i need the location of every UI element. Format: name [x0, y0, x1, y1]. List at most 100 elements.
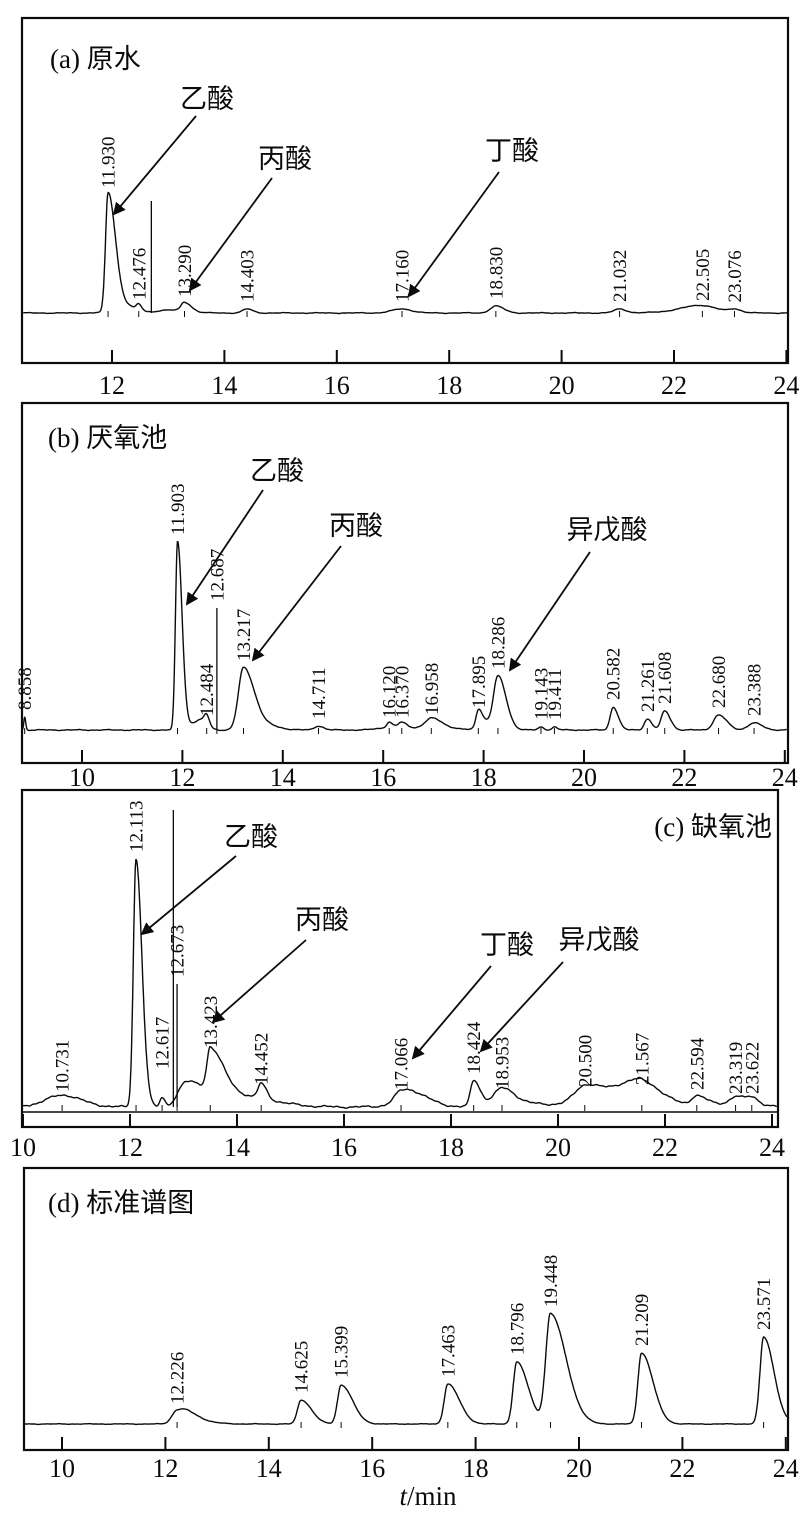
annotation-arrow: [251, 545, 342, 662]
peak-label: 14.625: [292, 1341, 313, 1393]
peak-label: 19.143: [532, 668, 553, 720]
peak-label: 21.608: [655, 652, 676, 704]
x-tick-label: 12: [117, 1133, 143, 1162]
x-tick-label: 12: [99, 371, 125, 400]
annotation-arrow: [479, 961, 564, 1053]
trace-path: [21, 540, 787, 732]
peak-label: 11.903: [168, 483, 189, 535]
x-tick-label: 18: [438, 1133, 464, 1162]
annotation-label: 丁酸: [485, 136, 539, 166]
peak-label: 17.066: [392, 1038, 413, 1090]
annotation-label: 乙酸: [224, 822, 278, 852]
x-tick-label: 12: [152, 1454, 178, 1483]
annotation-label: 丁酸: [480, 930, 534, 960]
peak-label: 13.217: [234, 609, 255, 661]
panel-frame: [20, 401, 790, 765]
x-tick-label: 14: [256, 1454, 282, 1483]
trace-path: [22, 858, 778, 1109]
peak-label: 21.567: [632, 1033, 653, 1085]
x-tick-label: 18: [436, 371, 462, 400]
peak-label: 16.958: [422, 663, 443, 715]
peak-label: 20.582: [604, 648, 625, 700]
peak-label: 10.731: [53, 1040, 74, 1092]
x-tick-label: 12: [169, 763, 195, 792]
x-tick-label: 24: [772, 763, 798, 792]
peak-label: 16.370: [392, 666, 413, 718]
annotation-arrow: [112, 115, 197, 216]
x-tick-label: 14: [211, 371, 237, 400]
annotation-arrow: [140, 855, 237, 936]
panel-title: (a) 原水: [50, 44, 141, 74]
annotation-label: 丙酸: [295, 905, 349, 935]
annotation-label: 异戊酸: [567, 515, 648, 545]
x-tick-label: 20: [545, 1133, 571, 1162]
peak-label: 18.830: [486, 247, 507, 299]
x-tick-label: 16: [359, 1454, 385, 1483]
panel-title: (b) 厌氧池: [48, 423, 167, 453]
panel-frame: [20, 788, 780, 1129]
panel-b: 10 12 14 16 18 20 22 24 8.858 11.903 12.484 13.217 1…: [15, 401, 798, 792]
x-tick-label: 10: [10, 1133, 36, 1162]
annotation-arrow: [411, 965, 492, 1060]
x-tick-label: 18: [471, 763, 497, 792]
x-tick-label: 20: [549, 371, 575, 400]
x-tick-label: 16: [324, 371, 350, 400]
annotation-arrow: [211, 939, 307, 1024]
peak-label: 21.209: [632, 1294, 653, 1346]
peak-label: 20.500: [575, 1035, 596, 1087]
annotation-label: 丙酸: [258, 144, 312, 174]
x-tick-label: 24: [773, 371, 799, 400]
peak-label: 12.617: [153, 1017, 174, 1069]
peak-label: 12.687: [207, 549, 228, 601]
peak-label: 18.796: [507, 1303, 528, 1355]
x-tick-label: 10: [69, 763, 95, 792]
peak-label: 12.673: [168, 925, 189, 977]
x-tick-label: 14: [224, 1133, 250, 1162]
peak-label: 12.113: [127, 800, 148, 852]
peak-label: 13.290: [175, 245, 196, 297]
peak-label: 11.930: [99, 136, 120, 188]
peak-label: 13.423: [201, 996, 222, 1048]
peak-label: 21.261: [638, 660, 659, 712]
peak-label: 23.388: [745, 664, 766, 716]
panel-d: 10 12 14 16 18 20 22 24 12.226 14.625 15.399 17.463…: [22, 1166, 799, 1483]
panel-frame: [20, 16, 790, 365]
peak-label: 12.226: [168, 1352, 189, 1404]
peak-label: 23.319: [726, 1042, 747, 1094]
peak-label: 17.463: [438, 1325, 459, 1377]
peak-label: 17.895: [469, 656, 490, 708]
annotation-arrow: [185, 489, 264, 606]
x-tick-label: 20: [566, 1454, 592, 1483]
peak-label: 12.476: [129, 248, 150, 300]
annotation-label: 乙酸: [180, 84, 234, 114]
x-tick-label: 22: [661, 371, 687, 400]
trace-path: [23, 191, 788, 315]
x-tick-label: 16: [370, 763, 396, 792]
x-tick-label: 16: [331, 1133, 357, 1162]
x-tick-label: 22: [669, 1454, 695, 1483]
x-tick-label: 24: [759, 1133, 785, 1162]
x-tick-label: 24: [773, 1454, 799, 1483]
trace-path: [24, 1312, 788, 1426]
peak-label: 12.484: [197, 663, 218, 716]
annotation-arrow: [508, 551, 591, 672]
peak-label: 19.411: [545, 668, 566, 720]
panel-c: 10 12 14 16 18 20 22 24 10.731 12.113 12.617 13.423…: [10, 788, 785, 1162]
peak-label: 18.286: [489, 617, 510, 669]
peak-label: 18.424: [464, 1021, 485, 1074]
peak-label: 21.032: [610, 250, 631, 302]
x-tick-label: 18: [463, 1454, 489, 1483]
peak-label: 22.505: [693, 249, 714, 301]
peak-label: 22.680: [709, 656, 730, 708]
peak-label: 8.858: [15, 667, 36, 710]
annotation-label: 丙酸: [329, 511, 383, 541]
annotation-label: 乙酸: [250, 456, 304, 486]
peak-label: 22.594: [687, 1037, 708, 1090]
peak-label: 23.571: [754, 1278, 775, 1330]
x-tick-label: 22: [671, 763, 697, 792]
peak-label: 19.448: [541, 1255, 562, 1307]
x-tick-label: 14: [270, 763, 296, 792]
peak-label: 23.622: [742, 1042, 763, 1094]
